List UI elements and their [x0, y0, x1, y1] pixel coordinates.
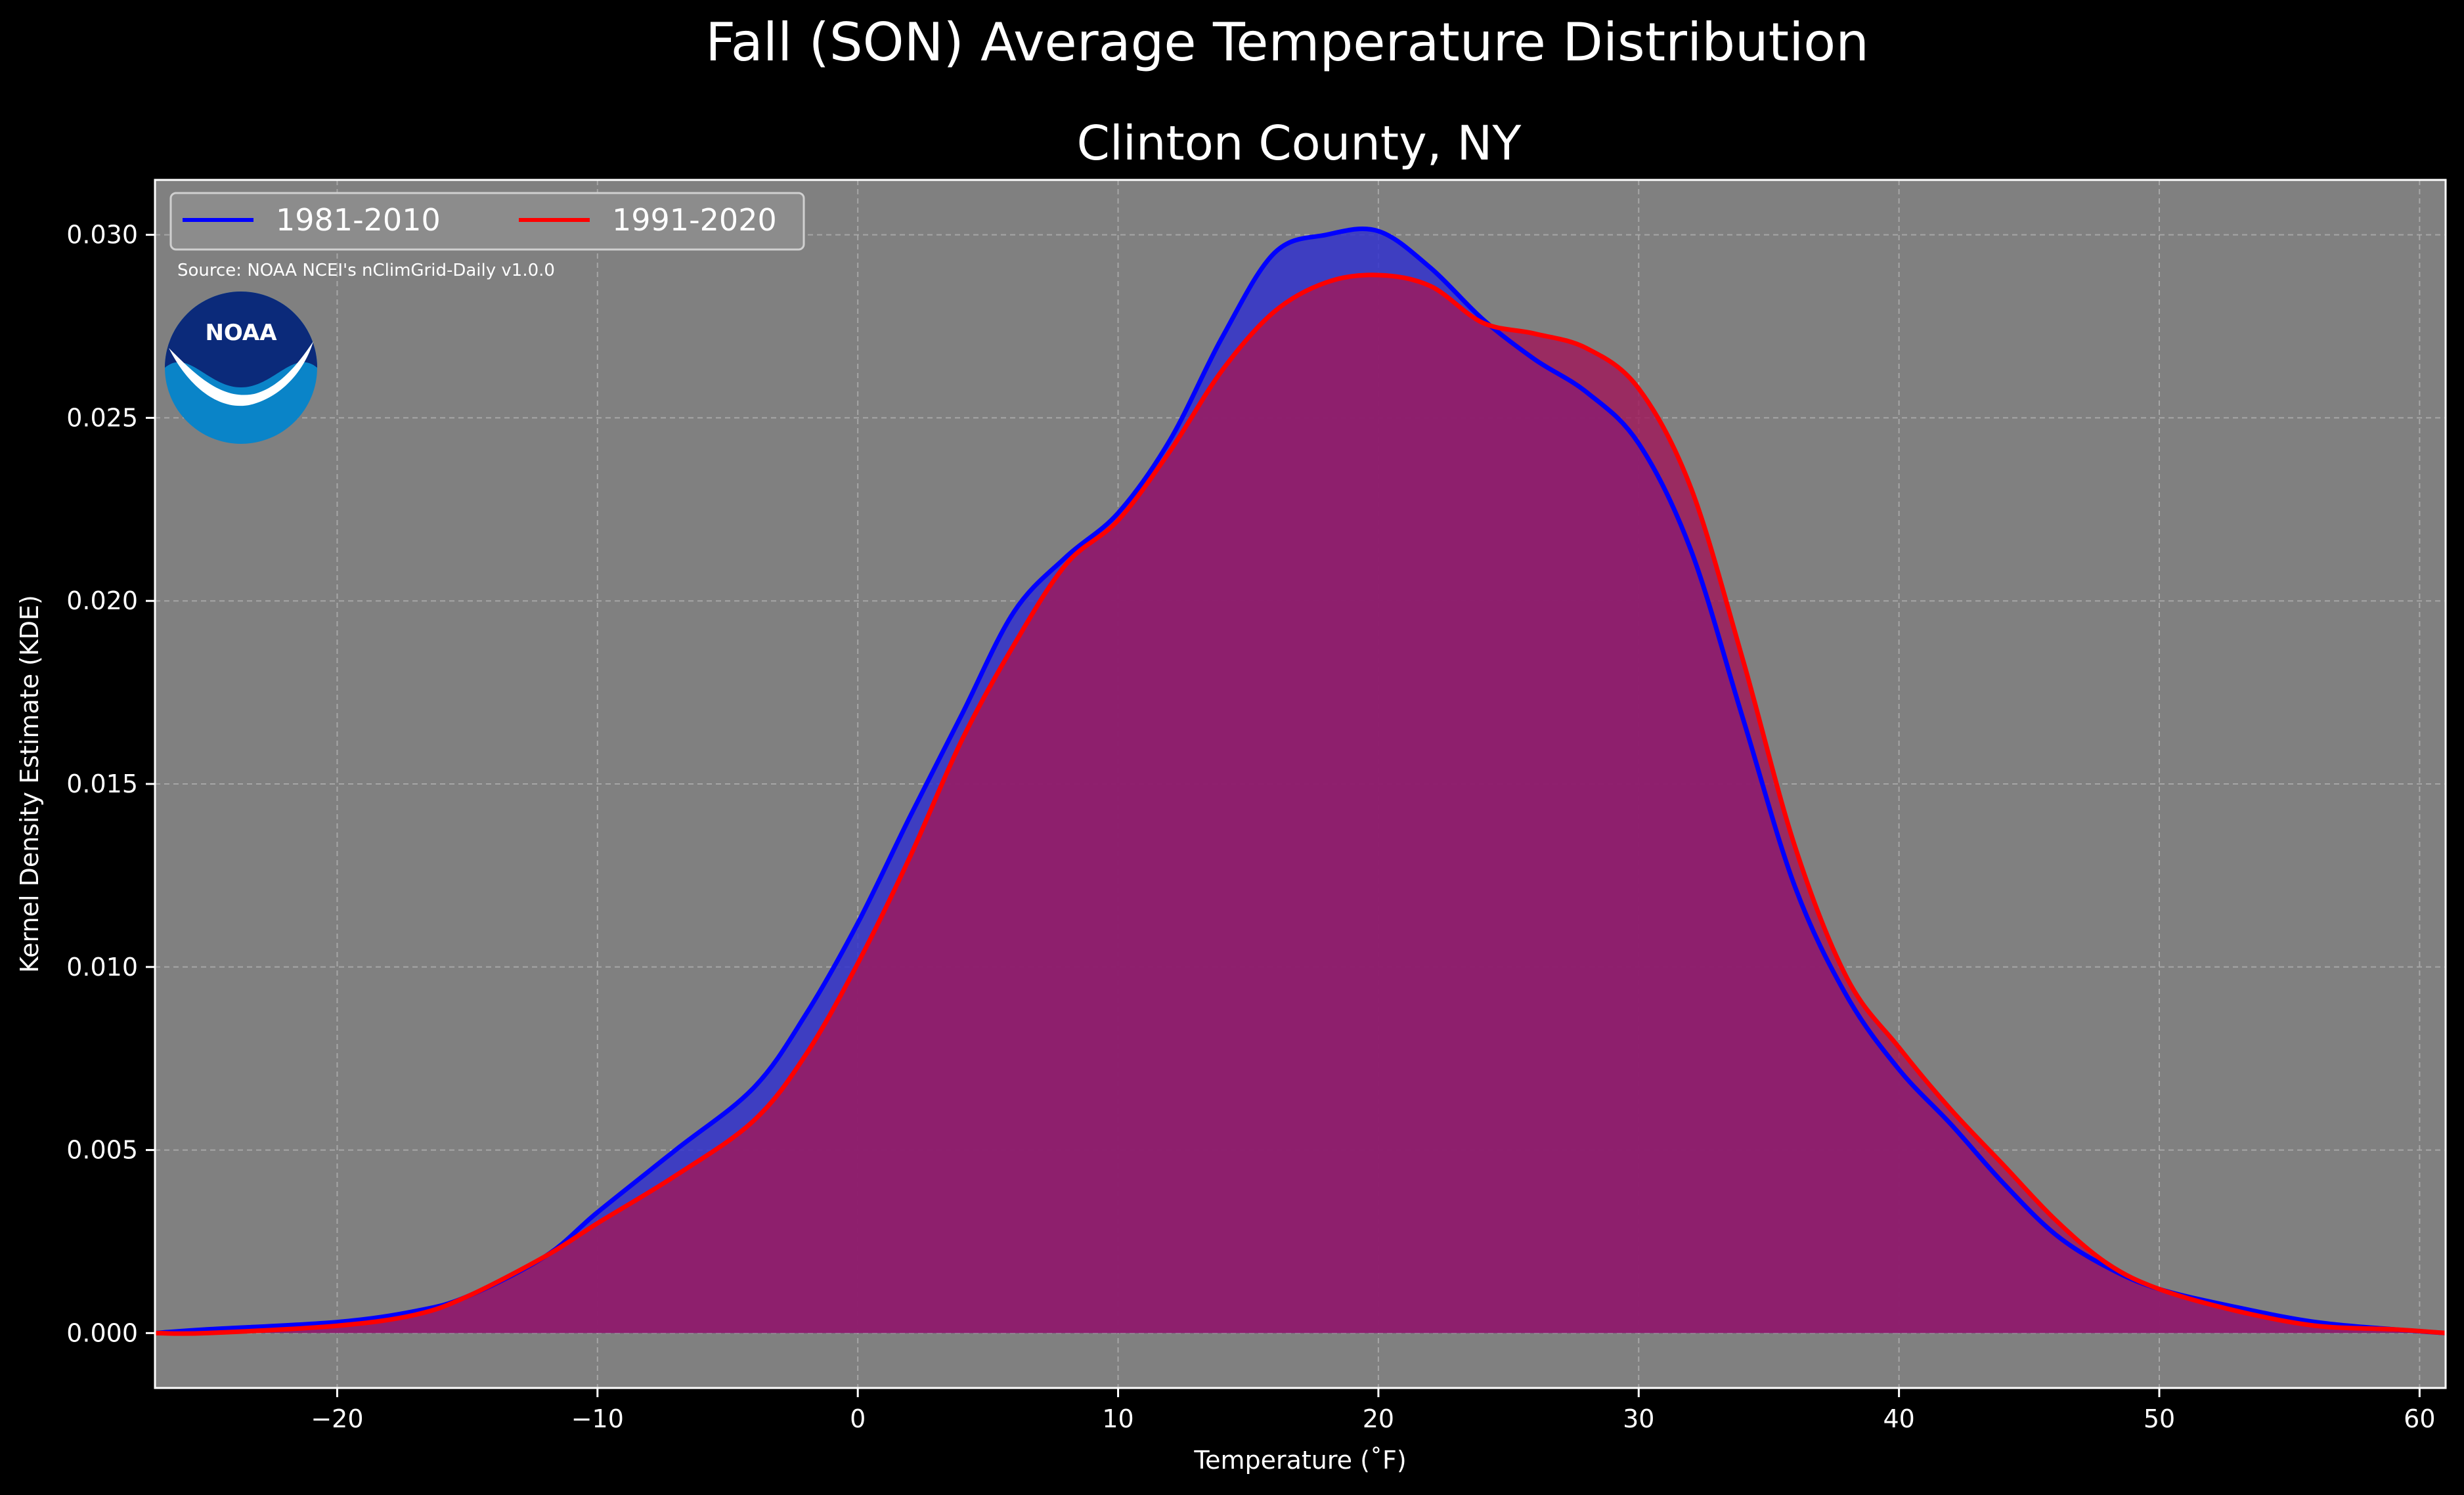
- series-line-1981-2010: [154, 227, 2446, 1335]
- y-tick-label: 0.030: [66, 221, 138, 249]
- noaa-logo: NOAA: [165, 292, 317, 444]
- noaa-logo-gull: [169, 341, 313, 406]
- noaa-logo-text: NOAA: [205, 320, 277, 346]
- noaa-logo-upper: [165, 292, 317, 387]
- x-tick-label: 20: [1363, 1404, 1394, 1433]
- axis-ticks: −20 −10 0 10 20 30 40 50 60 0.000 0.005 0.010 0.015 0…: [66, 221, 2435, 1433]
- y-tick-label: 0.025: [66, 403, 138, 432]
- y-tick-label: 0.000: [66, 1318, 138, 1347]
- y-tick-label: 0.010: [66, 953, 138, 982]
- legend-box: [169, 192, 805, 251]
- x-tick-label: 60: [2404, 1404, 2435, 1433]
- x-tick-label: 30: [1623, 1404, 1654, 1433]
- series-line-1991-2020: [154, 272, 2446, 1336]
- y-tick-label: 0.020: [66, 586, 138, 615]
- legend-label-1981: 1981-2010: [276, 202, 441, 238]
- source-note: Source: NOAA NCEI's nClimGrid-Daily v1.0…: [177, 261, 555, 280]
- y-axis-label: Kernel Density Estimate (KDE): [15, 595, 44, 973]
- x-axis-label: Temperature (˚F): [1193, 1446, 1406, 1475]
- legend: 1981-2010 1991-2020: [169, 192, 805, 251]
- x-tick-label: −10: [571, 1404, 624, 1433]
- series-layer: [154, 227, 2446, 1336]
- y-tick-label: 0.015: [66, 769, 138, 798]
- x-tick-label: 40: [1883, 1404, 1914, 1433]
- chart-suptitle: Fall (SON) Average Temperature Distribut…: [705, 12, 1869, 73]
- x-tick-label: 10: [1102, 1404, 1133, 1433]
- legend-label-1991: 1991-2020: [612, 202, 777, 238]
- series-fill-1991-2020: [155, 274, 2446, 1334]
- x-tick-label: 0: [850, 1404, 866, 1433]
- y-tick-label: 0.005: [66, 1136, 138, 1165]
- chart-title: Clinton County, NY: [1077, 116, 1522, 171]
- x-tick-label: −20: [311, 1404, 363, 1433]
- x-tick-label: 50: [2144, 1404, 2175, 1433]
